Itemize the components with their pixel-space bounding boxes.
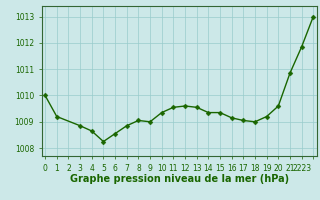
X-axis label: Graphe pression niveau de la mer (hPa): Graphe pression niveau de la mer (hPa): [70, 174, 289, 184]
